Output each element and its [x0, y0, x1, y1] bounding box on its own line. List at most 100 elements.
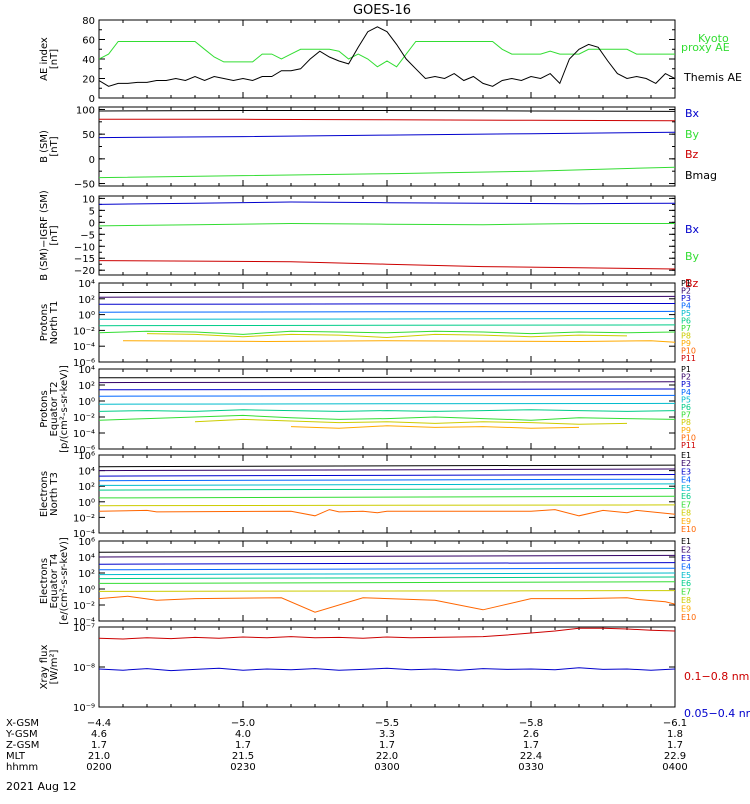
y-tick-label: 20 [82, 75, 95, 86]
y-axis-label: North T1 [49, 301, 60, 345]
series-line-p8 [194, 418, 628, 425]
y-axis-label: Electrons [39, 558, 50, 604]
x-tick-value: 22.0 [376, 751, 398, 762]
legend: 0.1−0.8 nm 0.05−0.4 nm [684, 670, 750, 720]
legend-entry: P10 [681, 433, 696, 442]
x-tick-value: 21.5 [232, 751, 254, 762]
series-line-bx [99, 201, 675, 205]
panel-frame [98, 626, 676, 708]
x-row-label: MLT [6, 751, 26, 762]
x-tick-value: −5.0 [231, 718, 255, 729]
y-tick-label: 80 [82, 16, 95, 27]
series-line-e3 [99, 562, 675, 565]
y-axis-label: Equator T2 [49, 382, 60, 437]
series-line-p2 [99, 381, 675, 384]
y-tick-label: 10⁻⁷ [73, 623, 95, 634]
y-tick-label: 10⁻⁶ [73, 358, 95, 369]
x-tick-value: 0300 [374, 762, 399, 773]
series-line-e7 [99, 495, 675, 499]
series-group [99, 376, 675, 429]
legend-entry: P6 [681, 403, 691, 412]
y-tick-label: 10⁶ [78, 537, 95, 548]
x-tick-value: 0200 [86, 762, 111, 773]
y-axis-label: [nT] [49, 136, 60, 156]
x-tick-value: 0400 [662, 762, 687, 773]
x-row-label: hhmm [6, 762, 38, 773]
legend-entry: P9 [681, 426, 691, 435]
legend-entry: E7 [681, 588, 691, 597]
legend-entry: Bx [685, 107, 700, 120]
y-axis-label: [nT] [49, 225, 60, 245]
y-tick-label: 10⁶ [78, 451, 95, 462]
y-tick-label: −15 [74, 254, 95, 265]
legend-entry: P4 [681, 302, 691, 311]
legend-entry: P5 [681, 309, 691, 318]
panel-p1: 10⁻⁶ 10⁻⁴ 10⁻² 10⁰ 10² 10⁴ Protons North T1 P1P2… [39, 279, 696, 369]
series-line-e5 [99, 572, 675, 576]
x-tick-value: 21.0 [88, 751, 110, 762]
x-tick-value: 0330 [518, 762, 543, 773]
legend-entry: E6 [681, 579, 691, 588]
y-axis-label: [p/(cm²-s-sr-keV)] [59, 365, 70, 453]
series-group [99, 627, 675, 672]
x-tick-value: 22.9 [664, 751, 686, 762]
panel-frame [98, 282, 676, 363]
legend-entry: Kyoto [698, 32, 729, 45]
legend-entry: P9 [681, 339, 691, 348]
series-line-p1 [99, 376, 675, 379]
y-tick-label: 0 [89, 218, 95, 229]
y-tick-label: 10⁴ [78, 279, 95, 290]
legend-entry: Bz [685, 148, 699, 161]
series-line-e2 [99, 554, 675, 558]
series-line-e6 [99, 576, 675, 580]
x-tick-value: 4.0 [235, 729, 251, 740]
series-line-bz [99, 260, 675, 270]
legend-entry: P3 [681, 294, 691, 303]
series-line-themis-ae [99, 26, 675, 87]
legend-entry: P7 [681, 411, 691, 420]
series-group [99, 464, 675, 517]
y-tick-label: 5 [89, 206, 95, 217]
series-group [99, 201, 675, 270]
legend-entry: E7 [681, 500, 691, 509]
x-tick-value: −6.1 [663, 718, 687, 729]
x-row-label: X-GSM [6, 718, 39, 729]
series-line-p5 [99, 318, 675, 320]
x-tick-value: 1.7 [235, 740, 251, 751]
series-line-e2 [99, 468, 675, 472]
x-tick-value: 1.7 [91, 740, 107, 751]
series-line-e4 [99, 478, 675, 482]
y-tick-label: 10⁻² [73, 513, 95, 524]
x-tick-value: 22.4 [520, 751, 542, 762]
x-tick-value: 4.6 [91, 729, 107, 740]
y-tick-label: 0 [89, 155, 95, 166]
panel-p2: 10⁻⁶ 10⁻⁴ 10⁻² 10⁰ 10² 10⁴ Protons Equator T2 [p… [39, 365, 696, 456]
y-tick-label: 10⁻⁹ [73, 703, 95, 714]
y-tick-label: 10⁰ [78, 498, 95, 509]
series-line-e10 [99, 595, 675, 613]
legend-entry: E6 [681, 492, 691, 501]
legend-entry: proxy AE [681, 41, 730, 54]
y-tick-label: 10⁻⁴ [73, 429, 95, 440]
y-tick-label: 10⁰ [78, 397, 95, 408]
y-tick-label: 10⁻⁸ [73, 663, 95, 674]
legend-entry: E10 [681, 613, 696, 622]
legend-entry: E4 [681, 562, 691, 571]
legend: Bx By Bz Bmag [685, 107, 717, 182]
legend-entry: P7 [681, 324, 691, 333]
y-axis-label: Protons [39, 390, 50, 427]
series-line-e1 [99, 464, 675, 468]
series-line-p3 [99, 388, 675, 391]
series-line-0-1-0-8-nm [99, 627, 675, 640]
series-line-bx [99, 131, 675, 139]
y-tick-label: 10⁰ [78, 585, 95, 596]
x-tick-value: 1.7 [379, 740, 395, 751]
x-tick-value: 0230 [230, 762, 255, 773]
series-line-p3 [99, 303, 675, 305]
series-line-p1 [99, 291, 675, 293]
series-line-e7 [99, 581, 675, 584]
